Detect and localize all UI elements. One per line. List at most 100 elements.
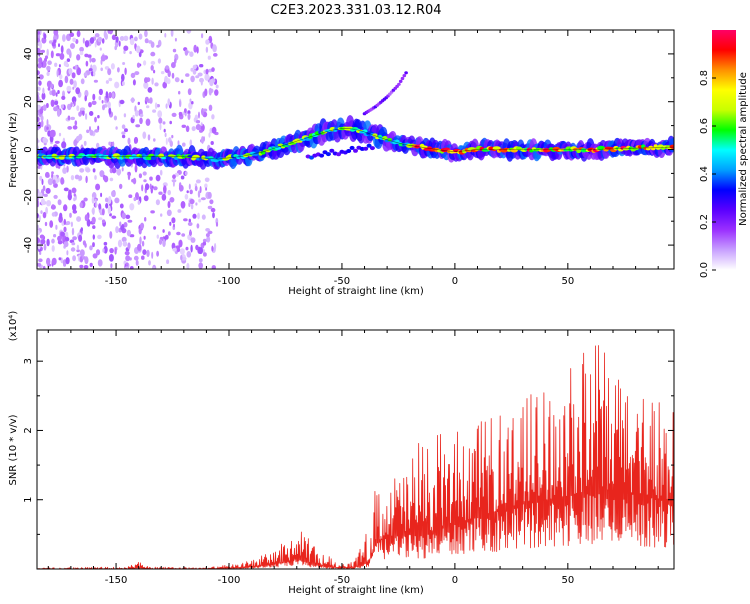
noise-blob — [97, 115, 100, 119]
noise-blob — [37, 37, 41, 43]
noise-blob — [104, 197, 109, 203]
noise-blob — [55, 224, 58, 230]
noise-blob — [109, 248, 114, 254]
noise-blob — [135, 124, 141, 128]
noise-blob — [89, 129, 94, 136]
noise-blob — [101, 208, 105, 216]
noise-blob — [156, 250, 160, 257]
noise-blob — [167, 98, 171, 106]
branch-blob — [400, 76, 405, 81]
noise-blob — [191, 126, 196, 132]
noise-blob — [121, 73, 125, 82]
noise-blob — [188, 218, 191, 223]
noise-blob — [144, 30, 148, 38]
noise-blob — [58, 64, 61, 68]
noise-blob — [73, 80, 77, 88]
noise-blob — [68, 68, 73, 75]
snr-frame — [36, 329, 675, 570]
noise-blob — [40, 210, 43, 215]
noise-blob — [73, 100, 76, 107]
noise-blob — [198, 247, 203, 255]
snr-ytick-label: 3 — [23, 358, 34, 364]
noise-blob — [55, 53, 61, 57]
noise-blob — [145, 118, 151, 126]
noise-blob — [165, 137, 168, 145]
noise-blob — [150, 60, 156, 65]
noise-blob — [96, 142, 100, 149]
noise-blob — [208, 87, 212, 96]
noise-blob — [97, 259, 103, 267]
noise-blob — [45, 171, 50, 178]
noise-blob — [160, 213, 163, 217]
noise-blob — [52, 179, 56, 185]
noise-blob — [172, 247, 177, 252]
noise-blob — [186, 251, 192, 258]
noise-blob — [176, 231, 181, 236]
noise-blob — [167, 201, 171, 209]
noise-blob — [101, 100, 104, 104]
noise-blob — [153, 226, 157, 230]
noise-blob — [60, 104, 64, 109]
noise-blob — [177, 209, 182, 213]
noise-blob — [152, 109, 157, 113]
noise-blob — [207, 205, 213, 210]
noise-blob — [163, 185, 167, 194]
noise-blob — [46, 200, 52, 207]
noise-blob — [146, 249, 150, 257]
noise-blob — [89, 262, 93, 267]
noise-blob — [75, 87, 81, 95]
noise-blob — [40, 239, 46, 245]
noise-blob — [128, 194, 133, 198]
noise-blob — [123, 35, 129, 41]
noise-blob — [181, 124, 187, 128]
noise-blob — [99, 170, 105, 178]
noise-blob — [123, 113, 127, 118]
spectrogram-ylabel: Frequency (Hz) — [8, 112, 19, 188]
noise-blob — [191, 101, 194, 105]
noise-blob — [162, 81, 167, 89]
noise-blob — [183, 218, 188, 222]
noise-blob — [58, 43, 60, 48]
noise-blob — [50, 99, 55, 108]
noise-blob — [151, 251, 154, 259]
snr-ticks: -150 -100 -50 0 50 1 2 3 — [23, 330, 674, 586]
noise-blob — [70, 102, 73, 108]
noise-blob — [45, 187, 51, 194]
snr-ylabel: SNR (10 * v/v) — [8, 414, 19, 485]
noise-blob — [42, 211, 47, 219]
noise-blob — [182, 142, 186, 147]
noise-blob — [203, 136, 205, 142]
noise-blob — [51, 89, 56, 97]
noise-blob — [158, 238, 163, 245]
noise-blob — [179, 248, 185, 255]
noise-blob — [205, 233, 210, 238]
noise-blob — [39, 234, 45, 239]
noise-blob — [198, 258, 203, 263]
noise-blob — [94, 116, 97, 123]
noise-blob — [130, 266, 134, 269]
noise-blob — [159, 123, 162, 131]
noise-blob — [174, 77, 180, 83]
noise-blob — [57, 235, 62, 242]
noise-blob — [206, 236, 211, 243]
noise-blob — [149, 183, 152, 190]
noise-blob — [83, 72, 88, 77]
noise-blob — [205, 39, 210, 45]
noise-blob — [129, 38, 135, 46]
noise-blob — [151, 185, 154, 189]
noise-blob — [51, 171, 54, 175]
noise-blob — [79, 202, 83, 208]
noise-blob — [189, 198, 195, 205]
noise-blob — [43, 243, 47, 251]
noise-blob — [127, 137, 131, 145]
noise-blob — [108, 107, 112, 115]
noise-blob — [215, 84, 219, 89]
noise-blob — [196, 223, 200, 229]
noise-blob — [37, 70, 40, 76]
noise-blob — [113, 115, 117, 121]
noise-blob — [51, 238, 55, 244]
noise-blob — [94, 129, 99, 133]
noise-blob — [37, 31, 40, 35]
spectrogram-xtick-label: 50 — [561, 276, 574, 287]
noise-blob — [40, 49, 45, 54]
